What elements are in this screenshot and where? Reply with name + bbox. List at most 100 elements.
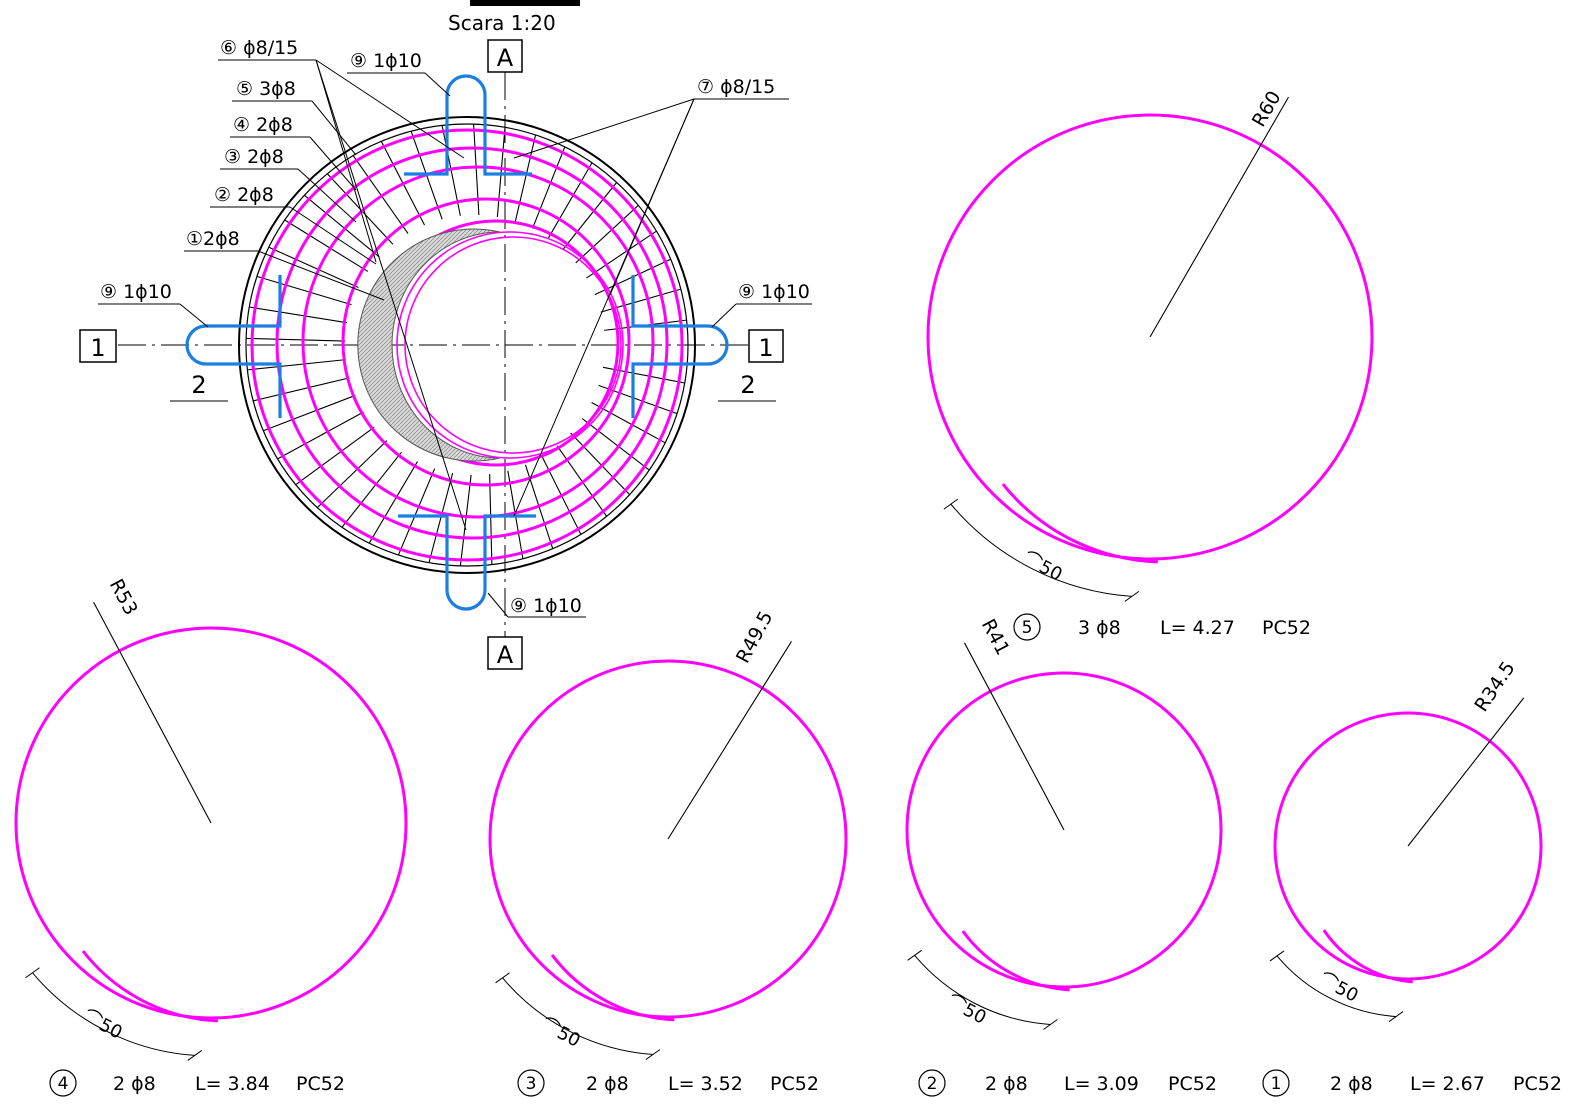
radius-label: R49.5 (732, 608, 777, 667)
radial-tie (602, 366, 685, 384)
radial-tie (256, 275, 352, 306)
callout-7: ⑦ ϕ8/15 (513, 76, 789, 517)
callout-9-bottom: ⑨ 1ϕ10 (487, 592, 586, 618)
title-fragment (470, 0, 580, 6)
radius-leader (1407, 697, 1525, 847)
bar-spec: 2 ϕ8 (586, 1073, 629, 1095)
radius-leader (1149, 96, 1289, 338)
bar-length: L= 4.27 (1160, 617, 1235, 639)
radial-tie (247, 359, 346, 371)
overlap-dimension (502, 977, 653, 1055)
callout-9-left: ⑨ 1ϕ10 (98, 281, 209, 328)
radial-tie (341, 451, 402, 528)
bar-circle (905, 671, 1223, 989)
bar-mark-circle (517, 1069, 545, 1097)
dimension-tick (25, 967, 40, 979)
radius-label: R60 (1248, 87, 1286, 130)
callout-5: ⑤ 3ϕ8 (232, 78, 357, 156)
ring-2 (341, 197, 631, 487)
bar-length: L= 2.67 (1410, 1073, 1485, 1095)
callout-3: ③ 2ϕ8 (220, 146, 357, 223)
bar-mark: 2 (927, 1074, 938, 1094)
hatched-crescent (357, 228, 501, 462)
radial-tie (295, 426, 375, 486)
overlap-label: ⌒50 (1020, 548, 1066, 586)
bar-mark-circle (1262, 1069, 1290, 1097)
hook-left (185, 275, 282, 418)
svg-text:② 2ϕ8: ② 2ϕ8 (214, 184, 274, 206)
ring-3 (301, 165, 655, 519)
radius-leader (93, 602, 212, 824)
bar-detail-4: R53 ⌒50 4 2 ϕ8 L= 3.84 PC52 (14, 576, 408, 1097)
bar-steel: PC52 (1168, 1073, 1217, 1095)
bar-steel: PC52 (770, 1073, 819, 1095)
svg-text:2: 2 (191, 371, 206, 399)
bar-detail-3: R49.5 ⌒50 3 2 ϕ8 L= 3.52 PC52 (488, 608, 848, 1097)
dimension-tick (1043, 1019, 1058, 1030)
radial-tie (246, 337, 346, 342)
svg-text:2: 2 (740, 371, 755, 399)
bar-steel: PC52 (296, 1073, 345, 1095)
bar-details: R60 ⌒50 5 3 ϕ8 L= 4.27 PC52 R53 ⌒50 4 2 ϕ8 L= 3.84… (14, 87, 1562, 1097)
radial-tie (473, 124, 480, 216)
radius-label: R34.5 (1470, 657, 1519, 715)
radial-tie (581, 418, 650, 471)
overlap-dimension (914, 955, 1051, 1026)
svg-text:⑨ 1ϕ10: ⑨ 1ϕ10 (510, 595, 582, 617)
hook-bottom (398, 514, 536, 611)
dimension-tick (1269, 950, 1285, 962)
outer-concrete-inner-circle (245, 123, 689, 567)
radial-tie (284, 219, 369, 272)
svg-text:⑥ ϕ8/15: ⑥ ϕ8/15 (220, 37, 298, 59)
svg-text:A: A (497, 641, 514, 669)
outer-concrete-circle (238, 116, 696, 574)
bar-detail-2: R41 ⌒50 2 2 ϕ8 L= 3.09 PC52 (905, 616, 1223, 1097)
radial-tie (489, 474, 493, 565)
ring-5-outer (250, 128, 684, 562)
radial-tie (586, 230, 657, 279)
svg-text:⑨ 1ϕ10: ⑨ 1ϕ10 (100, 281, 172, 303)
overlap-label: ⌒50 (80, 1006, 126, 1044)
section-mark-left: 1 2 (79, 329, 228, 402)
dimension-tick (907, 949, 922, 961)
lap-arc (81, 950, 218, 1023)
bar-spec: 2 ϕ8 (1330, 1073, 1373, 1095)
bar-mark-circle (1013, 613, 1041, 641)
radial-tie (304, 194, 380, 258)
callout-4: ④ 2ϕ8 (230, 114, 357, 191)
svg-text:⑤ 3ϕ8: ⑤ 3ϕ8 (236, 78, 296, 100)
bar-length: L= 3.09 (1064, 1073, 1139, 1095)
radial-tie (263, 394, 356, 432)
radius-leader (667, 641, 792, 840)
radial-tie (397, 468, 436, 556)
radial-tie (548, 162, 593, 239)
scale-label: Scara 1:20 (448, 11, 556, 35)
svg-text:⑨ 1ϕ10: ⑨ 1ϕ10 (350, 50, 422, 72)
bar-length: L= 3.84 (195, 1073, 270, 1095)
hook-top (404, 74, 532, 176)
hook-right (631, 275, 729, 418)
bar-steel: PC52 (1262, 617, 1311, 639)
plan-view: Scara 1:20 A (79, 0, 812, 670)
callout-9-right: ⑨ 1ϕ10 (711, 281, 812, 328)
bar-circle (926, 113, 1374, 561)
svg-text:④ 2ϕ8: ④ 2ϕ8 (233, 114, 293, 136)
radial-tie (459, 474, 472, 566)
radial-tie (570, 432, 631, 496)
radius-label: R41 (977, 616, 1014, 659)
overlap-label: ⌒50 (944, 991, 990, 1029)
lap-arc (961, 930, 1070, 992)
callout-2: ② 2ϕ8 (210, 184, 377, 265)
radial-tie (428, 472, 454, 563)
svg-text:⑨ 1ϕ10: ⑨ 1ϕ10 (738, 281, 810, 303)
radial-tie (268, 246, 359, 288)
inner-opening-outer (396, 231, 624, 459)
svg-text:①2ϕ8: ①2ϕ8 (186, 228, 240, 250)
bar-spec: 2 ϕ8 (985, 1073, 1028, 1095)
section-mark-right: 1 2 (718, 329, 784, 402)
radial-tie (316, 440, 388, 509)
radial-tie (562, 182, 618, 250)
inner-opening-inner (404, 236, 622, 454)
svg-text:⑦ ϕ8/15: ⑦ ϕ8/15 (697, 76, 775, 98)
